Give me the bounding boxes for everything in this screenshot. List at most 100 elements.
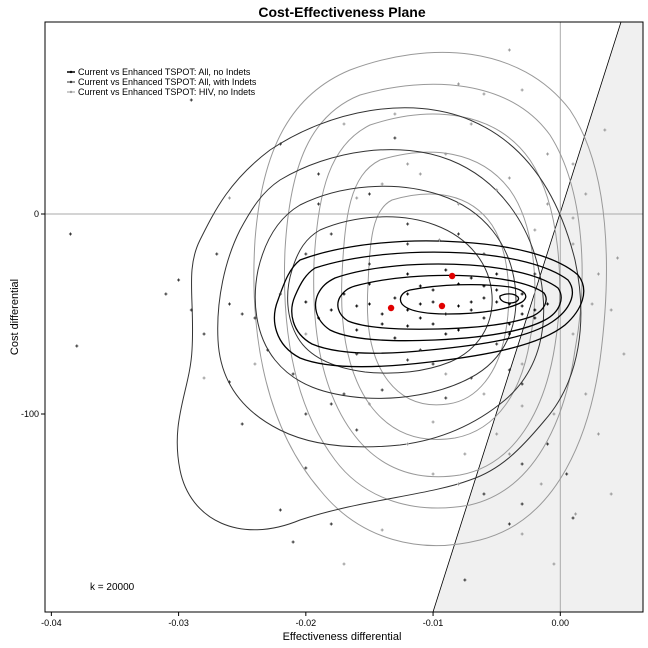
point-series-0-12: [520, 292, 524, 296]
legend: Current vs Enhanced TSPOT: All, no Indet…: [67, 67, 257, 97]
point-series-1-23: [189, 308, 193, 312]
point-series-1-14: [177, 278, 181, 282]
point-series-2-34: [304, 332, 308, 336]
point-series-1-52: [571, 516, 575, 520]
contour-with-indets-level-3: [254, 185, 517, 399]
point-series-1-36: [68, 232, 72, 236]
point-series-2-53: [571, 162, 575, 166]
point-series-1-47: [565, 472, 569, 476]
point-series-2-16: [552, 412, 556, 416]
point-series-1-34: [469, 376, 473, 380]
point-series-2-22: [482, 392, 486, 396]
point-series-2-10: [596, 272, 600, 276]
contour-with-indets-level-1: [176, 107, 582, 531]
scatter-points: [68, 48, 626, 582]
mean-markers: [387, 272, 456, 312]
contour-hiv-level-4: [341, 151, 536, 441]
point-series-0-23: [342, 292, 346, 296]
point-series-2-41: [520, 532, 524, 536]
point-series-1-7: [202, 332, 206, 336]
x-axis: -0.04 -0.03 -0.02 -0.01 0.00: [41, 612, 569, 628]
point-series-2-20: [367, 402, 371, 406]
y-axis: 0 -100: [21, 209, 45, 419]
point-series-2-14: [596, 432, 600, 436]
point-series-1-31: [317, 202, 321, 206]
point-series-0-19: [507, 322, 511, 326]
point-series-2-36: [202, 376, 206, 380]
point-series-0-20: [431, 300, 435, 304]
contours-all-with-indets: [176, 107, 582, 531]
acceptability-region: [432, 22, 643, 612]
point-series-0-7: [418, 316, 422, 320]
point-series-2-55: [520, 88, 524, 92]
point-series-2-35: [253, 362, 257, 366]
point-series-2-30: [457, 202, 461, 206]
point-series-1-48: [520, 502, 524, 506]
point-series-1-15: [164, 292, 168, 296]
point-series-0-2: [431, 288, 435, 292]
point-series-0-22: [367, 282, 371, 286]
contour-no-indets-level-6: [499, 293, 520, 304]
point-series-1-27: [406, 222, 410, 226]
point-series-2-54: [457, 82, 461, 86]
point-series-2-31: [507, 176, 511, 180]
chart-title: Cost-Effectiveness Plane: [258, 4, 425, 20]
point-series-2-15: [609, 492, 613, 496]
x-tick-label-4: 0.00: [552, 618, 570, 628]
point-series-2-50: [431, 420, 435, 424]
contour-hiv-level-3: [313, 113, 561, 478]
point-series-1-24: [304, 412, 308, 416]
point-series-2-44: [616, 256, 620, 260]
point-series-1-46: [520, 462, 524, 466]
y-tick-label-1: -100: [21, 409, 39, 419]
point-series-0-34: [444, 332, 448, 336]
point-series-0-9: [444, 312, 448, 316]
point-series-2-38: [495, 432, 499, 436]
point-series-1-22: [266, 348, 270, 352]
point-series-2-5: [444, 152, 448, 156]
point-series-1-49: [482, 492, 486, 496]
point-series-2-27: [418, 172, 422, 176]
point-series-1-53: [406, 358, 410, 362]
point-series-1-9: [367, 262, 371, 266]
contour-no-indets-level-4: [337, 274, 547, 330]
point-series-1-54: [227, 302, 231, 306]
point-series-0-39: [507, 332, 511, 336]
point-series-0-15: [329, 308, 333, 312]
legend-label-all-with-indets: Current vs Enhanced TSPOT: All, with Ind…: [78, 77, 257, 87]
point-series-2-40: [574, 512, 578, 516]
point-series-1-42: [291, 540, 295, 544]
contour-no-indets-level-2: [291, 251, 573, 354]
point-series-1-29: [533, 272, 537, 276]
point-series-2-3: [584, 192, 588, 196]
point-series-0-17: [457, 328, 461, 332]
point-series-2-13: [584, 392, 588, 396]
legend-label-hiv-no-indets: Current vs Enhanced TSPOT: HIV, no Indet…: [78, 87, 256, 97]
point-series-0-33: [482, 284, 486, 288]
mean-marker-1: [387, 304, 395, 312]
point-series-1-38: [189, 98, 193, 102]
point-series-0-29: [533, 316, 537, 320]
point-series-2-19: [406, 442, 410, 446]
point-series-2-18: [457, 482, 461, 486]
contour-hiv-level-2: [283, 83, 583, 509]
contour-with-indets-level-2: [217, 149, 545, 448]
point-series-2-33: [571, 216, 575, 220]
point-series-2-43: [380, 528, 384, 532]
point-series-1-44: [278, 508, 282, 512]
point-series-1-26: [329, 402, 333, 406]
point-series-1-30: [215, 252, 219, 256]
point-series-2-52: [227, 196, 231, 200]
point-series-0-11: [495, 288, 499, 292]
point-series-0-42: [418, 302, 422, 306]
point-series-1-1: [329, 232, 333, 236]
point-series-1-16: [227, 380, 231, 384]
point-series-2-24: [571, 332, 575, 336]
point-series-0-37: [380, 312, 384, 316]
point-series-0-25: [469, 276, 473, 280]
point-series-2-0: [482, 92, 486, 96]
point-series-0-30: [418, 284, 422, 288]
point-series-0-4: [482, 296, 486, 300]
point-series-0-35: [317, 316, 321, 320]
